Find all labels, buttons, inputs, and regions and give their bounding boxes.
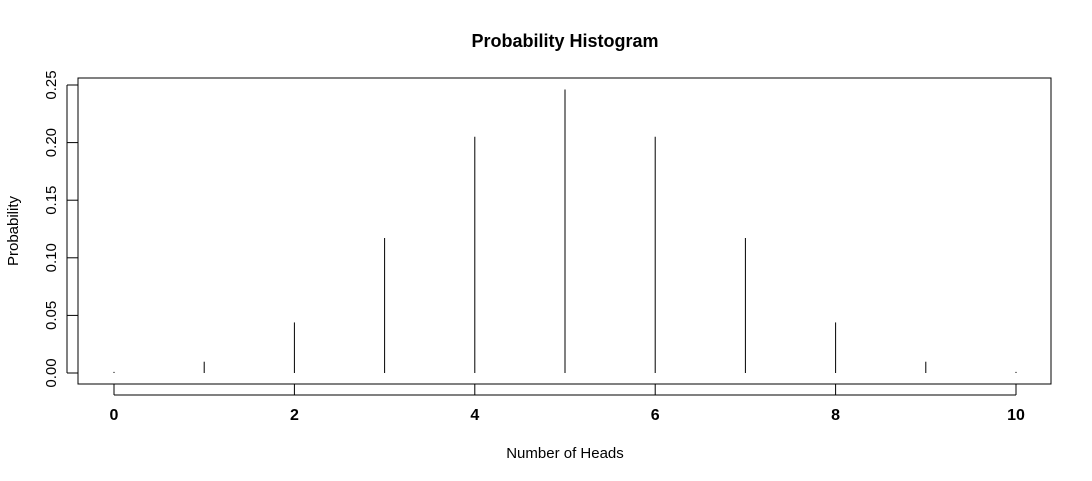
y-tick-label-0.25: 0.25 xyxy=(43,70,60,99)
x-tick-label-0: 0 xyxy=(110,407,119,424)
x-tick-label-6: 6 xyxy=(651,407,660,424)
y-tick-label-0.10: 0.10 xyxy=(43,243,60,272)
y-tick-label-0.00: 0.00 xyxy=(43,358,60,387)
x-tick-label-2: 2 xyxy=(290,407,299,424)
y-tick-label-0.20: 0.20 xyxy=(43,128,60,157)
y-axis: 0.00 0.05 0.10 0.15 0.20 0.25 xyxy=(43,70,78,388)
y-axis-label: Probability xyxy=(5,195,22,266)
x-tick-label-4: 4 xyxy=(470,407,479,424)
bars-group xyxy=(113,89,1017,373)
x-tick-label-8: 8 xyxy=(831,407,840,424)
plot-frame xyxy=(77,77,1052,385)
y-tick-label-0.15: 0.15 xyxy=(43,186,60,215)
x-tick-label-10: 10 xyxy=(1007,407,1025,424)
chart-title: Probability Histogram xyxy=(471,31,658,51)
y-tick-label-0.05: 0.05 xyxy=(43,301,60,330)
x-axis: 0 2 4 6 8 10 xyxy=(110,384,1025,424)
x-axis-label: Number of Heads xyxy=(506,445,624,462)
